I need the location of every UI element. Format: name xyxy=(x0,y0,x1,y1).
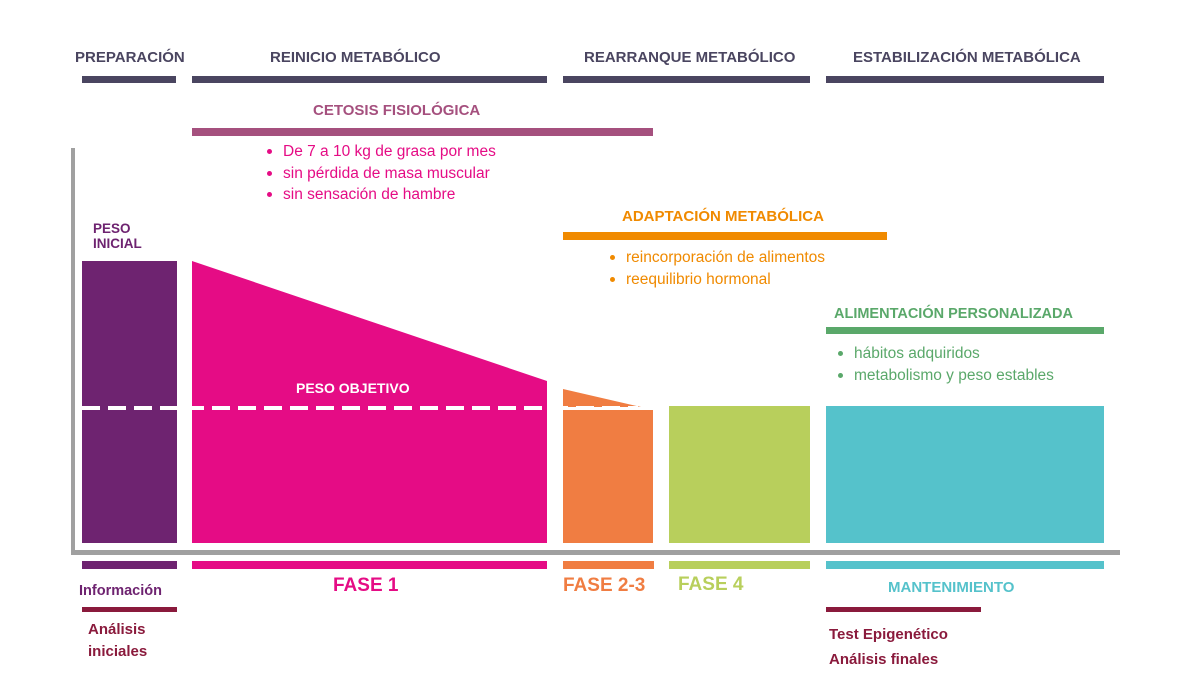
cetosis-bullet: De 7 a 10 kg de grasa por mes xyxy=(265,141,496,163)
peso-inicial-line: INICIAL xyxy=(93,236,142,251)
cetosis-bullet: sin sensación de hambre xyxy=(265,184,496,206)
header-reinicio: REINICIO METABÓLICO xyxy=(270,49,441,66)
alimentacion-title: ALIMENTACIÓN PERSONALIZADA xyxy=(834,306,1073,322)
alimentacion-bullet: metabolismo y peso estables xyxy=(836,365,1054,387)
cetosis-title: CETOSIS FISIOLÓGICA xyxy=(313,102,481,119)
phase-label-informacion: Información xyxy=(79,583,162,599)
header-estabilizacion: ESTABILIZACIÓN METABÓLICA xyxy=(853,49,1081,66)
y-axis xyxy=(71,148,75,555)
adaptacion-bullet: reequilibrio hormonal xyxy=(608,269,825,291)
header-rearranque: REARRANQUE METABÓLICO xyxy=(584,49,796,66)
analisis-finales-line: Análisis finales xyxy=(829,651,939,668)
phase-label-fase1: FASE 1 xyxy=(333,575,399,596)
phase-label-fase23: FASE 2-3 xyxy=(563,575,646,596)
adaptacion-bullet: reincorporación de alimentos xyxy=(608,247,825,269)
test-epigenetico: Test Epigenético xyxy=(829,626,948,643)
alimentacion-bullets: hábitos adquiridos metabolismo y peso es… xyxy=(836,343,1054,386)
header-bar-reinicio xyxy=(192,76,547,83)
analisis-iniciales-line: Análisis xyxy=(88,621,146,638)
cetosis-bullets: De 7 a 10 kg de grasa por mes sin pérdid… xyxy=(265,141,496,206)
phase-bar-informacion xyxy=(82,561,177,569)
mantenimiento-underline xyxy=(826,607,981,612)
block-fase1 xyxy=(192,261,547,543)
block-fase4 xyxy=(669,406,810,543)
alimentacion-bar xyxy=(826,327,1104,334)
adaptacion-title: ADAPTACIÓN METABÓLICA xyxy=(622,208,824,225)
informacion-underline xyxy=(82,607,177,612)
peso-objetivo-line xyxy=(82,406,638,410)
header-preparacion: PREPARACIÓN xyxy=(75,49,185,66)
phase-label-mantenimiento: MANTENIMIENTO xyxy=(888,579,1015,596)
analisis-iniciales-line: iniciales xyxy=(88,643,148,660)
peso-inicial-label: PESO INICIAL xyxy=(93,221,142,251)
analisis-iniciales: Análisis iniciales xyxy=(88,619,147,663)
peso-objetivo-label: PESO OBJETIVO xyxy=(296,380,410,396)
cetosis-bullet: sin pérdida de masa muscular xyxy=(265,163,496,185)
block-preparacion xyxy=(82,261,177,543)
phase-label-fase4: FASE 4 xyxy=(678,574,744,595)
phase-bar-mantenimiento xyxy=(826,561,1104,569)
block-fase23 xyxy=(563,389,653,543)
adaptacion-bullets: reincorporación de alimentos reequilibri… xyxy=(608,247,825,290)
x-axis xyxy=(71,550,1120,555)
analisis-finales: Test Epigenético Análisis finales xyxy=(829,622,948,672)
block-mantenimiento xyxy=(826,406,1104,543)
phase-bar-fase4 xyxy=(669,561,810,569)
fase23-wedge xyxy=(563,389,641,407)
phase-bar-fase23 xyxy=(563,561,654,569)
fase23-rect xyxy=(563,410,653,543)
phase-bar-fase1 xyxy=(192,561,547,569)
fase1-shape xyxy=(192,261,547,543)
header-bar-preparacion xyxy=(82,76,176,83)
adaptacion-bar xyxy=(563,232,887,240)
alimentacion-bullet: hábitos adquiridos xyxy=(836,343,1054,365)
header-bar-rearranque xyxy=(563,76,810,83)
peso-inicial-line: PESO xyxy=(93,221,131,236)
cetosis-bar xyxy=(192,128,653,136)
header-bar-estabilizacion xyxy=(826,76,1104,83)
